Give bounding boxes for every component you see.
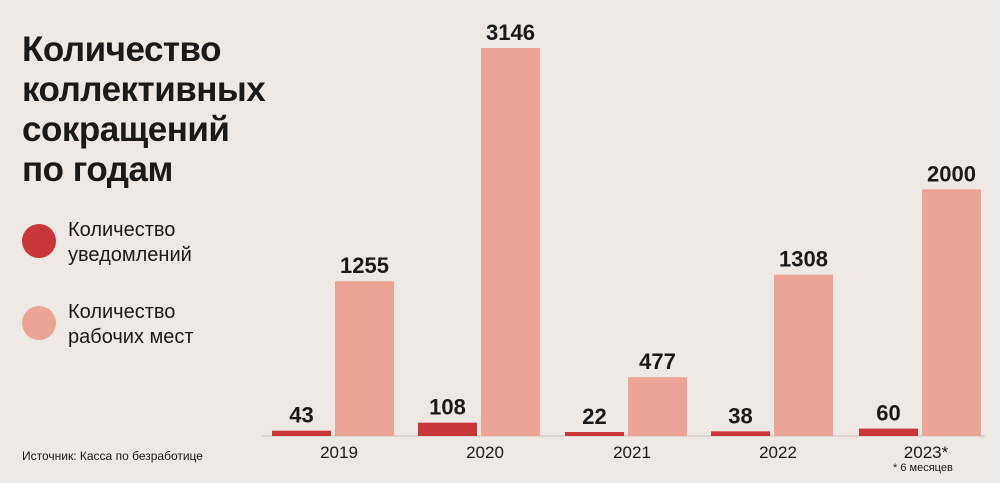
footnote: * 6 месяцев [893, 462, 953, 474]
data-label-notifications-2019: 43 [289, 403, 313, 428]
chart-title-line: коллективных [22, 70, 266, 109]
bar-jobs-2020 [481, 48, 540, 436]
bar-notifications-2021 [565, 432, 624, 436]
data-label-notifications-2021: 22 [582, 404, 606, 429]
data-label-jobs-2019: 1255 [340, 253, 389, 278]
chart-title-line: Количество [22, 30, 221, 69]
bar-jobs-2022 [774, 274, 833, 436]
data-label-jobs-2020: 3146 [486, 20, 535, 45]
chart-title: Количество коллективных сокращений по го… [22, 30, 292, 190]
bar-jobs-2019 [335, 281, 394, 436]
bar-notifications-2020 [418, 422, 477, 436]
data-label-jobs-2023: 2000 [927, 161, 976, 186]
bars-group: 43 1255 2019 108 3146 2020 22 477 2021 38 1308 2022… [272, 20, 981, 462]
data-label-notifications-2020: 108 [429, 395, 466, 420]
chart-title-line: сокращений [22, 110, 230, 149]
chart-title-line: по годам [22, 150, 173, 189]
legend-label-jobs: Количество рабочих мест [68, 300, 288, 350]
bar-notifications-2022 [711, 431, 770, 436]
bar-jobs-2023 [922, 189, 981, 436]
legend-label-line: уведомлений [68, 244, 192, 266]
x-tick-label-2020: 2020 [466, 443, 504, 462]
legend-label-notifications: Количество уведомлений [68, 218, 288, 268]
legend-label-line: Количество [68, 301, 176, 323]
x-tick-label-2019: 2019 [320, 443, 358, 462]
data-label-notifications-2023: 60 [876, 401, 900, 426]
legend-swatch-jobs [22, 306, 56, 340]
x-tick-label-2021: 2021 [613, 443, 651, 462]
data-label-jobs-2021: 477 [639, 349, 676, 374]
bar-jobs-2021 [628, 377, 687, 436]
x-tick-label-2022: 2022 [759, 443, 797, 462]
x-tick-label-2023: 2023* [904, 443, 949, 462]
legend-label-line: рабочих мест [68, 326, 194, 348]
data-label-notifications-2022: 38 [728, 403, 752, 428]
bar-notifications-2023 [859, 428, 918, 436]
legend-label-line: Количество [68, 219, 176, 241]
data-label-jobs-2022: 1308 [779, 247, 828, 272]
bar-notifications-2019 [272, 430, 331, 436]
source-note: Источник: Касса по безработице [22, 449, 203, 463]
legend-swatch-notifications [22, 224, 56, 258]
